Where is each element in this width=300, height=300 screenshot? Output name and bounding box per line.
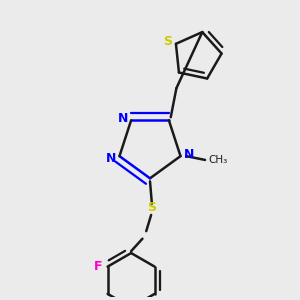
Text: CH₃: CH₃: [209, 155, 228, 165]
Text: N: N: [106, 152, 116, 164]
Text: S: S: [163, 35, 172, 48]
Text: N: N: [184, 148, 194, 161]
Text: S: S: [147, 201, 156, 214]
Text: F: F: [94, 260, 102, 273]
Text: N: N: [118, 112, 128, 125]
